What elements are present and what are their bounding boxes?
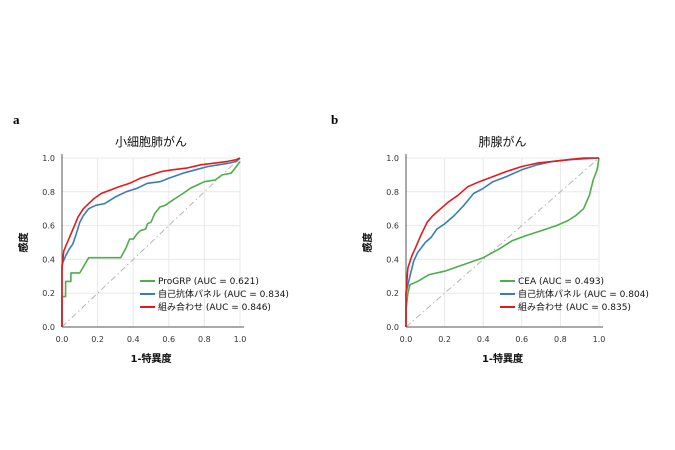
- x-tick-label: 0.8: [198, 335, 211, 344]
- y-axis-label: 感度: [17, 232, 30, 253]
- x-tick-label: 0.0: [400, 335, 413, 344]
- chart-title: 肺腺がん: [478, 134, 526, 149]
- x-tick-label: 0.6: [515, 335, 528, 344]
- x-tick-label: 1.0: [234, 335, 247, 344]
- chart-panel-1: 0.00.0 0.2 0.2 0.4 0.4 0.6 0.6 0.8 0.8 1.0 1.0 小細胞肺…: [17, 134, 289, 365]
- legend-label: 自己抗体パネル (AUC = 0.834): [158, 288, 289, 300]
- y-tick-label: 0.2: [386, 289, 399, 298]
- roc-curve-1: [61, 160, 241, 327]
- y-tick-label: 1.0: [386, 154, 399, 163]
- legend-label: 組み合わせ (AUC = 0.846): [158, 301, 271, 313]
- y-tick-label: 0.8: [42, 188, 55, 197]
- y-tick-label: 0.8: [386, 188, 399, 197]
- x-tick-label: 0.2: [91, 335, 104, 344]
- x-axis-label: 1-特異度: [130, 352, 172, 365]
- y-tick-label: 0.4: [42, 255, 55, 264]
- x-tick-label: 0.6: [162, 335, 175, 344]
- legend-label: CEA (AUC = 0.493): [518, 277, 604, 287]
- reference-diagonal: [61, 157, 241, 328]
- roc-curve-2: [405, 157, 600, 327]
- x-tick-label: 1.0: [593, 335, 606, 344]
- reference-diagonal: [405, 157, 600, 328]
- x-tick-label: 0.8: [554, 335, 567, 344]
- chart-panel-2: 0.00.0 0.2 0.2 0.4 0.4 0.6 0.6 0.8 0.8 1.0 1.0 肺腺がん…: [361, 134, 649, 365]
- x-tick-label: 0.4: [127, 335, 140, 344]
- panel-label-b: b: [331, 112, 339, 127]
- y-tick-label: 0.2: [42, 289, 55, 298]
- legend-label: ProGRP (AUC = 0.621): [158, 277, 259, 287]
- x-tick-label: 0.0: [56, 335, 69, 344]
- roc-curve-3: [61, 157, 241, 327]
- y-tick-label: 0.4: [386, 255, 399, 264]
- roc-curve-3: [405, 157, 599, 327]
- y-tick-label: 0.0: [42, 323, 55, 332]
- y-axis-label: 感度: [361, 232, 374, 253]
- y-tick-label: 0.6: [386, 222, 399, 231]
- y-tick-label: 0.0: [386, 323, 399, 332]
- roc-curve-2: [61, 157, 241, 327]
- x-tick-label: 0.4: [477, 335, 490, 344]
- chart-title: 小細胞肺がん: [115, 134, 187, 149]
- legend-label: 組み合わせ (AUC = 0.835): [518, 301, 631, 313]
- panel-label-a: a: [13, 112, 20, 127]
- roc-curve-1: [405, 157, 600, 327]
- y-tick-label: 0.6: [42, 222, 55, 231]
- x-axis-label: 1-特異度: [482, 352, 524, 365]
- x-tick-label: 0.2: [438, 335, 451, 344]
- y-tick-label: 1.0: [42, 154, 55, 163]
- legend-label: 自己抗体パネル (AUC = 0.804): [518, 288, 649, 300]
